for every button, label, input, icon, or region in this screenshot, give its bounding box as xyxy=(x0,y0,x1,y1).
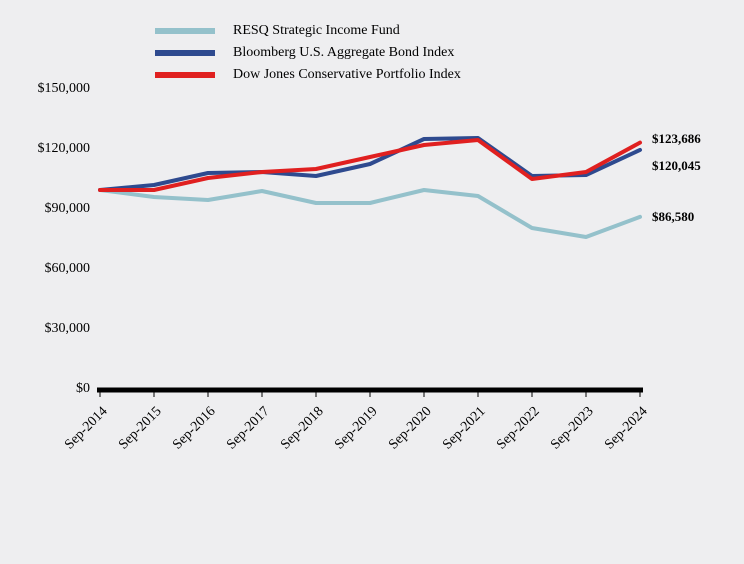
legend-item: Dow Jones Conservative Portfolio Index xyxy=(155,64,461,86)
legend-swatch xyxy=(155,50,215,56)
legend: RESQ Strategic Income Fund Bloomberg U.S.… xyxy=(155,20,461,86)
y-axis-label: $150,000 xyxy=(0,81,90,97)
series-end-label: $123,686 xyxy=(652,131,701,147)
y-axis-label: $0 xyxy=(0,381,90,397)
y-axis-label: $60,000 xyxy=(0,261,90,277)
legend-swatch xyxy=(155,72,215,78)
y-axis-label: $30,000 xyxy=(0,321,90,337)
legend-label: RESQ Strategic Income Fund xyxy=(233,23,400,39)
legend-label: Bloomberg U.S. Aggregate Bond Index xyxy=(233,45,454,61)
y-axis-label: $120,000 xyxy=(0,141,90,157)
series-end-label: $120,045 xyxy=(652,158,701,174)
legend-swatch xyxy=(155,28,215,34)
series-end-label: $86,580 xyxy=(652,209,694,225)
legend-item: Bloomberg U.S. Aggregate Bond Index xyxy=(155,42,461,64)
y-axis-label: $90,000 xyxy=(0,201,90,217)
legend-label: Dow Jones Conservative Portfolio Index xyxy=(233,67,461,83)
legend-item: RESQ Strategic Income Fund xyxy=(155,20,461,42)
